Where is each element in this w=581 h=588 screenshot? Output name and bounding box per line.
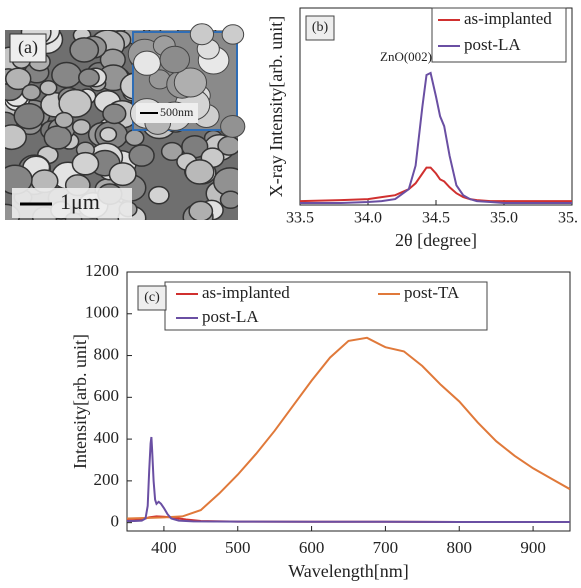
inset-scale-label: 500nm <box>160 105 194 119</box>
grain <box>128 144 155 167</box>
inset-grain <box>173 67 208 98</box>
x-axis-label: 2θ [degree] <box>395 230 477 250</box>
legend-label: post-LA <box>464 35 521 54</box>
x-tick-label: 35.0 <box>490 210 518 227</box>
legend-label: as-implanted <box>202 283 290 302</box>
x-tick-label: 600 <box>299 538 325 557</box>
panel-label: (b) <box>312 20 329 35</box>
inset-scale-box <box>136 103 198 123</box>
grain <box>69 37 100 63</box>
panel-label-box <box>137 285 167 311</box>
grain <box>71 151 100 176</box>
inset-grain <box>189 23 215 46</box>
panel-label-box <box>9 33 47 63</box>
annotation: ZnO(002) <box>380 49 432 64</box>
x-tick-label: 35. <box>558 210 578 227</box>
grain <box>188 200 214 220</box>
x-tick-label: 34.0 <box>354 210 382 227</box>
y-tick-label: 400 <box>94 428 120 447</box>
grain <box>58 88 93 118</box>
grain <box>5 124 27 151</box>
panel-label: (c) <box>144 290 160 305</box>
x-tick-label: 33.5 <box>286 210 314 227</box>
y-axis-label: Intensity[arb. unit] <box>70 334 90 469</box>
grain <box>184 159 215 185</box>
legend-label: as-implanted <box>464 9 552 28</box>
y-axis-label: X-ray Intensity[arb. unit] <box>266 16 286 197</box>
x-tick-label: 800 <box>447 538 473 557</box>
grain <box>39 79 58 96</box>
panel-label-box <box>305 15 335 41</box>
grain <box>219 190 238 210</box>
grain <box>51 61 82 89</box>
grain <box>124 129 145 147</box>
scale-label: 1μm <box>60 189 100 214</box>
grain <box>78 68 100 88</box>
grain <box>43 125 73 150</box>
x-tick-label: 700 <box>373 538 399 557</box>
y-tick-label: 200 <box>94 470 120 489</box>
series-line <box>127 436 570 523</box>
grain <box>148 185 170 205</box>
grain <box>54 111 74 129</box>
series-line <box>300 166 572 203</box>
series-line <box>300 71 572 204</box>
panel-label: (a) <box>18 37 38 58</box>
y-tick-label: 0 <box>111 512 120 531</box>
inset-grain <box>159 45 191 74</box>
y-tick-label: 600 <box>94 386 120 405</box>
series-line <box>127 336 570 520</box>
inset-grain <box>221 24 245 45</box>
x-tick-label: 900 <box>520 538 546 557</box>
x-axis-label: Wavelength[nm] <box>288 561 409 581</box>
grain <box>13 102 45 130</box>
legend-box <box>431 7 567 63</box>
inset-grain <box>133 50 161 76</box>
grain <box>21 84 41 101</box>
x-tick-label: 34.5 <box>422 210 450 227</box>
legend-label: post-TA <box>404 283 460 302</box>
x-tick-label: 400 <box>151 538 177 557</box>
grain <box>71 118 91 136</box>
y-tick-label: 1200 <box>85 261 119 280</box>
grain <box>108 162 137 187</box>
legend-box <box>164 281 488 331</box>
legend-label: post-LA <box>202 307 259 326</box>
x-tick-label: 500 <box>225 538 251 557</box>
plot-frame <box>126 271 571 532</box>
y-tick-label: 800 <box>94 344 120 363</box>
grain <box>99 126 118 143</box>
grain <box>102 103 127 125</box>
y-tick-label: 1000 <box>85 303 119 322</box>
inset-grain <box>220 115 246 138</box>
